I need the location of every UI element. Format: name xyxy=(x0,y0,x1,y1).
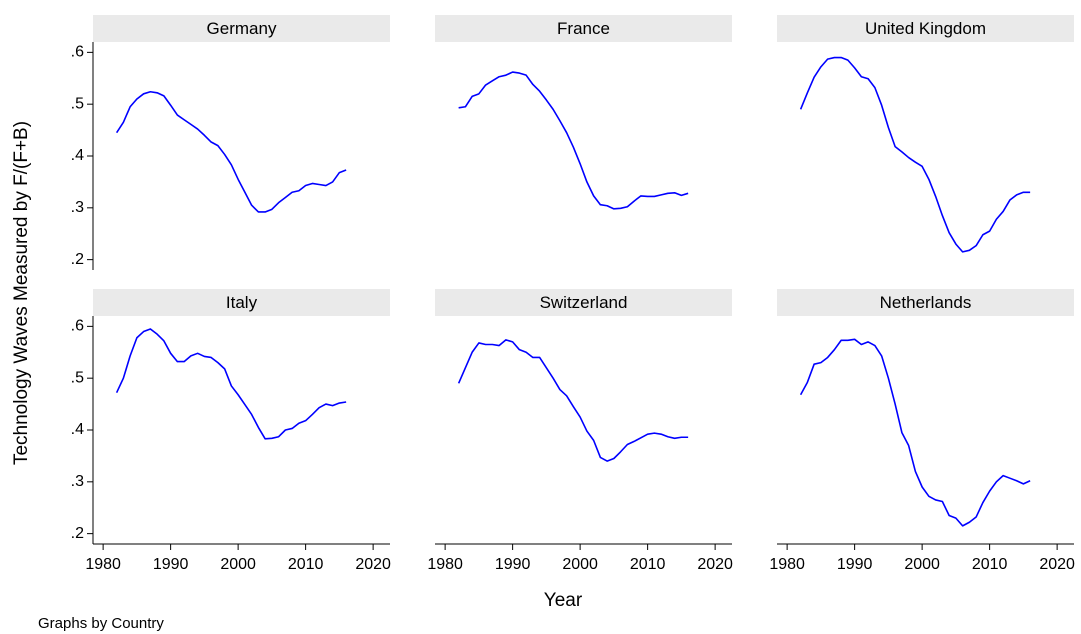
x-tick-label: 1980 xyxy=(769,556,805,573)
x-tick-label: 2020 xyxy=(1039,556,1075,573)
y-tick-label: .3 xyxy=(71,473,84,490)
x-tick-label: 2020 xyxy=(355,556,391,573)
line xyxy=(458,71,689,210)
line xyxy=(457,339,689,462)
x-tick-label: 2010 xyxy=(630,556,666,573)
x-tick-label: 1990 xyxy=(153,556,189,573)
y-tick-label: .2 xyxy=(71,525,84,542)
x-tick-label: 2000 xyxy=(562,556,598,573)
x-axis-label: Year xyxy=(544,590,583,611)
x-tick-label: 2010 xyxy=(972,556,1008,573)
y-tick-label: .2 xyxy=(71,251,84,268)
x-tick-label: 2000 xyxy=(220,556,256,573)
x-tick-label: 1990 xyxy=(495,556,531,573)
x-tick-label: 1980 xyxy=(85,556,121,573)
line xyxy=(115,90,347,213)
note: Graphs by Country xyxy=(38,615,164,632)
panel-strip xyxy=(93,289,390,316)
y-tick-label: .6 xyxy=(71,318,84,335)
panel-title: Switzerland xyxy=(540,293,628,312)
panel-title: Germany xyxy=(207,19,277,38)
y-tick-label: .3 xyxy=(71,199,84,216)
panel-strip xyxy=(435,289,732,316)
panel-title: United Kingdom xyxy=(865,19,986,38)
panel-title: Italy xyxy=(226,293,258,312)
y-tick-label: .4 xyxy=(71,147,84,164)
panel-strip xyxy=(93,15,390,42)
y-tick-label: .6 xyxy=(71,44,84,61)
y-tick-label: .5 xyxy=(71,95,84,112)
line xyxy=(115,328,347,440)
x-tick-label: 2020 xyxy=(697,556,733,573)
x-tick-label: 2010 xyxy=(288,556,324,573)
y-tick-label: .5 xyxy=(71,369,84,386)
x-tick-label: 1980 xyxy=(427,556,463,573)
panel-title: Netherlands xyxy=(880,293,972,312)
y-axis-label: Technology Waves Measured by F/(F+B) xyxy=(11,121,32,465)
line xyxy=(799,338,1031,527)
x-tick-label: 2000 xyxy=(904,556,940,573)
panel-title: France xyxy=(557,19,610,38)
panel-strip xyxy=(777,289,1074,316)
line xyxy=(799,56,1031,253)
panel-strip xyxy=(435,15,732,42)
y-tick-label: .4 xyxy=(71,421,84,438)
panel-strip xyxy=(777,15,1074,42)
x-tick-label: 1990 xyxy=(837,556,873,573)
